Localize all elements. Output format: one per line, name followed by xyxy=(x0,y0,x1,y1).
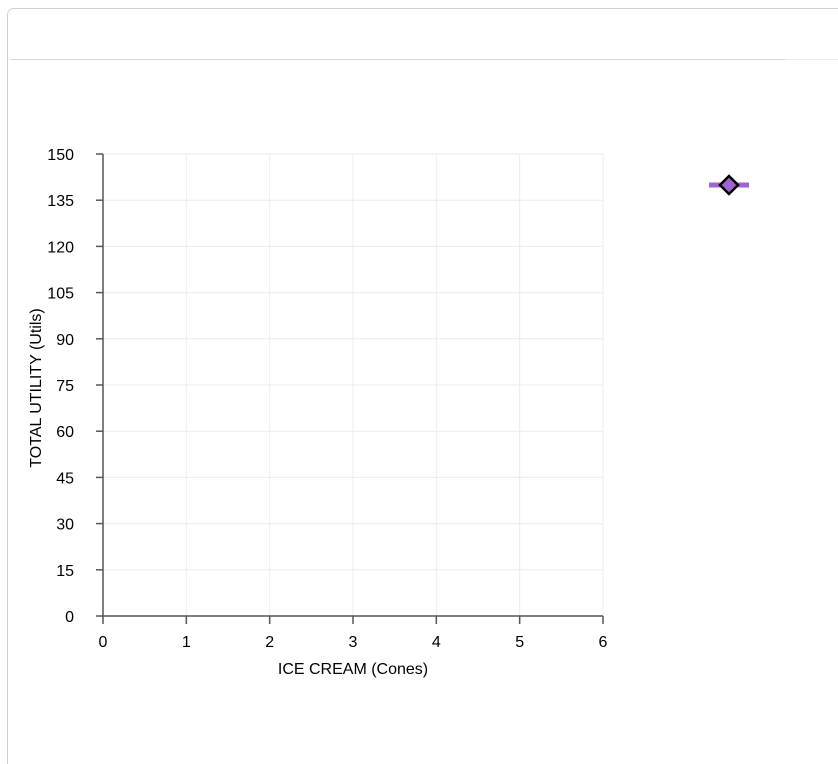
y-tick-label: 75 xyxy=(56,378,74,395)
x-tick-label: 5 xyxy=(515,634,524,651)
y-tick-label: 60 xyxy=(56,424,74,441)
y-tick-label: 150 xyxy=(47,147,74,164)
y-tick-label: 15 xyxy=(56,563,74,580)
y-tick-label: 0 xyxy=(65,609,74,626)
panel-header-divider xyxy=(10,59,785,60)
x-tick-label: 0 xyxy=(99,634,108,651)
y-tick-label: 30 xyxy=(56,517,74,534)
y-tick-label: 105 xyxy=(47,286,74,303)
graph-panel xyxy=(7,8,838,764)
x-tick-label: 6 xyxy=(599,634,608,651)
x-tick-label: 4 xyxy=(432,634,441,651)
x-tick-label: 1 xyxy=(182,634,191,651)
x-axis-title: ICE CREAM (Cones) xyxy=(278,661,428,678)
y-tick-label: 90 xyxy=(56,332,74,349)
legend-tool[interactable] xyxy=(709,174,749,196)
x-tick-label: 2 xyxy=(265,634,274,651)
axis-layer xyxy=(96,153,604,624)
grid-layer xyxy=(103,153,604,616)
y-tick-label: 45 xyxy=(56,470,74,487)
y-axis-title: TOTAL UTILITY (Utils) xyxy=(28,308,45,467)
diamond-marker-icon[interactable] xyxy=(718,174,740,196)
y-tick-label: 120 xyxy=(47,239,74,256)
y-tick-label: 135 xyxy=(47,193,74,210)
x-tick-label: 3 xyxy=(349,634,358,651)
panel-header-divider-tail xyxy=(785,59,838,60)
